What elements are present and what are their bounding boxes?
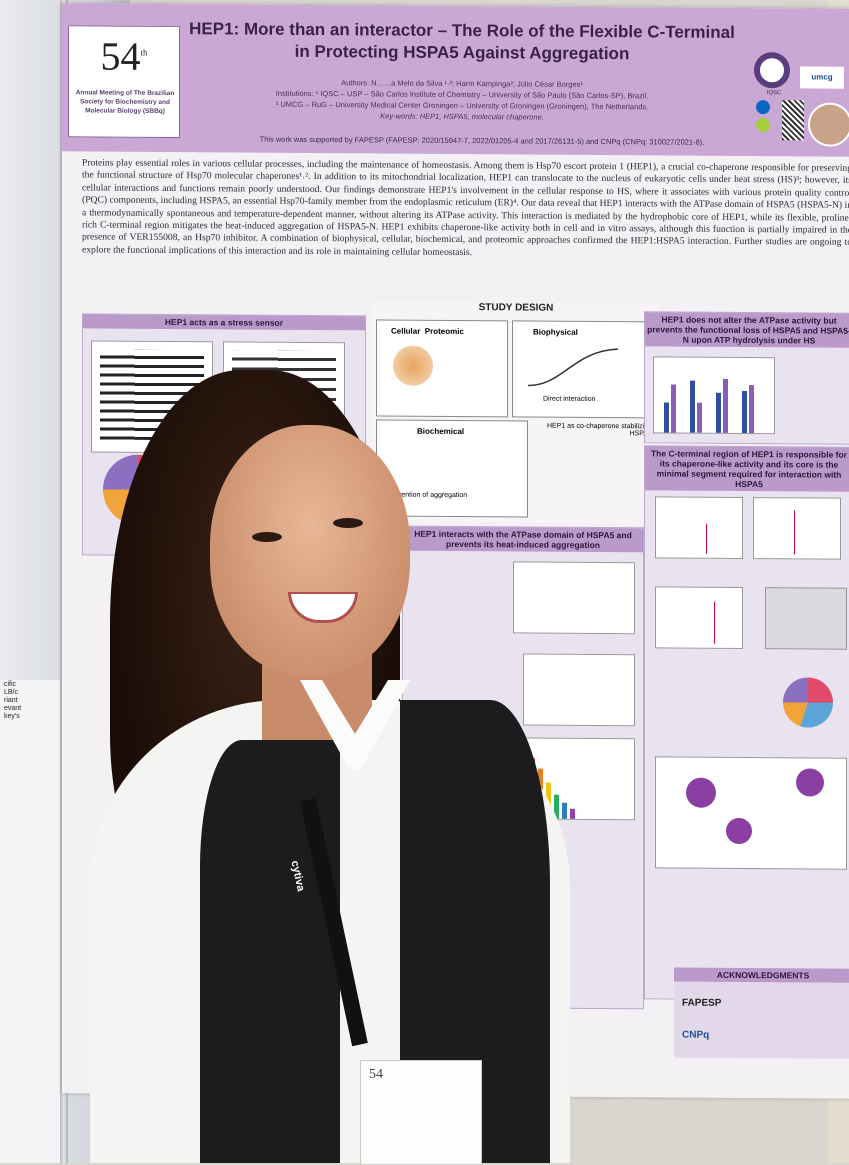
study-box-b: Biophysical Direct interaction bbox=[512, 320, 654, 419]
name-badge: 54 bbox=[360, 1060, 482, 1165]
study-box-a: Cellular Proteomic bbox=[376, 319, 508, 418]
neighbor-poster-edge: cific LB/c riant evant key's bbox=[0, 680, 64, 1163]
poster-header: 54th Annual Meeting of The Brazilian Soc… bbox=[62, 3, 849, 157]
author-photo bbox=[808, 102, 849, 147]
meeting-logo: 54th Annual Meeting of The Brazilian Soc… bbox=[68, 25, 180, 139]
sec-profile-b bbox=[753, 497, 841, 560]
acknowledgments-heading: ACKNOWLEDGMENTS bbox=[674, 967, 849, 983]
scientific-poster: 54th Annual Meeting of The Brazilian Soc… bbox=[62, 3, 849, 1099]
binding-curve-icon bbox=[527, 348, 619, 387]
study-label-cellular: Cellular bbox=[391, 326, 421, 336]
panel-heading: HEP1 does not alter the ATPase activity … bbox=[645, 312, 849, 348]
panel-study-design: STUDY DESIGN Cellular Proteomic Biophysi… bbox=[372, 301, 660, 524]
sec-profile-a bbox=[655, 496, 743, 559]
umcg-logo: umcg bbox=[800, 66, 844, 89]
poster-authors: Authors: N... ...a Melo da Silva ¹˒²; Ha… bbox=[202, 76, 722, 124]
right-eye bbox=[333, 518, 363, 528]
cell-icon bbox=[393, 345, 433, 386]
panel-c-terminal: The C-terminal region of HEP1 is respons… bbox=[644, 445, 849, 1001]
panel-acknowledgments: ACKNOWLEDGMENTS FAPESP CNPq bbox=[674, 967, 849, 1059]
study-label-biophysical: Biophysical bbox=[533, 327, 578, 337]
cnpq-logo: CNPq bbox=[682, 1029, 710, 1041]
structural-models-g bbox=[655, 756, 847, 870]
poster-title: HEP1: More than an interactor – The Role… bbox=[189, 19, 735, 64]
study-label-biochemical: Biochemical bbox=[417, 426, 465, 437]
panel-heading: HEP1 interacts with the ATPase domain of… bbox=[403, 526, 643, 553]
panel-heading: HEP1 acts as a stress sensor bbox=[83, 314, 365, 331]
study-label-direct: Direct interaction bbox=[543, 395, 596, 403]
sec-profile-c bbox=[655, 586, 743, 649]
study-label-hep1-role: HEP1 as co-chaperone stabilizing HSPA5 bbox=[546, 422, 652, 438]
study-design-heading: STUDY DESIGN bbox=[478, 302, 554, 314]
itc-curve-b bbox=[513, 561, 635, 635]
logo-number: 54th bbox=[100, 33, 148, 79]
sds-gel-d bbox=[765, 587, 847, 650]
logo-text: Annual Meeting of The Brazilian Society … bbox=[75, 89, 175, 115]
aggregation-curve-d bbox=[523, 653, 635, 727]
pie-chart-f bbox=[783, 677, 833, 728]
iqsc-label: IQSC bbox=[766, 90, 782, 97]
badge-number: 54 bbox=[369, 1067, 383, 1082]
iqsc-logo bbox=[754, 52, 790, 89]
panel-atpase: HEP1 does not alter the ATPase activity … bbox=[644, 311, 849, 445]
fapesp-logo: FAPESP bbox=[682, 997, 722, 1009]
person-face bbox=[210, 425, 410, 675]
left-eye bbox=[252, 532, 282, 542]
orcid-icon bbox=[756, 118, 770, 133]
qr-code-icon bbox=[782, 100, 804, 141]
study-label-proteomic: Proteomic bbox=[424, 326, 464, 337]
linkedin-icon bbox=[756, 100, 770, 115]
social-icons bbox=[756, 100, 778, 140]
panel-heading: The C-terminal region of HEP1 is respons… bbox=[645, 446, 849, 492]
introduction-text: Proteins play essential roles in various… bbox=[82, 157, 849, 258]
black-vest-left bbox=[200, 740, 340, 1163]
funding-line: This work was supported by FAPESP (FAPES… bbox=[259, 134, 705, 147]
atpase-bar-chart bbox=[653, 356, 775, 435]
